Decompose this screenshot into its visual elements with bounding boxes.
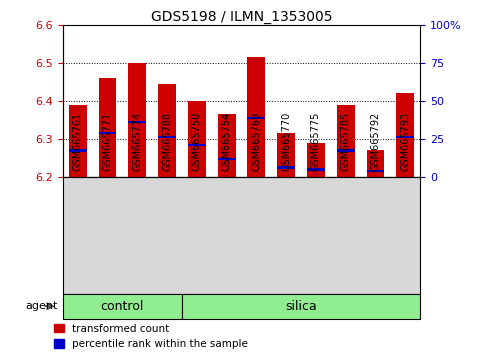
Bar: [218, 114, 236, 177]
Bar: [397, 93, 414, 177]
Bar: [367, 150, 384, 177]
Bar: [188, 143, 206, 146]
Text: silica: silica: [285, 300, 317, 313]
Bar: [128, 63, 146, 177]
Bar: [158, 84, 176, 177]
Bar: [337, 149, 355, 152]
Bar: [277, 133, 295, 177]
Text: agent: agent: [26, 301, 58, 311]
Bar: [99, 132, 116, 135]
Bar: [158, 136, 176, 138]
Bar: [307, 143, 325, 177]
Bar: [247, 57, 265, 177]
Bar: [188, 101, 206, 177]
Bar: [337, 105, 355, 177]
Title: GDS5198 / ILMN_1353005: GDS5198 / ILMN_1353005: [151, 10, 332, 24]
Bar: [63, 294, 182, 319]
Bar: [277, 166, 295, 169]
Bar: [69, 105, 86, 177]
Legend: transformed count, percentile rank within the sample: transformed count, percentile rank withi…: [54, 324, 248, 349]
Bar: [99, 78, 116, 177]
Bar: [307, 168, 325, 171]
Bar: [247, 117, 265, 119]
Bar: [69, 149, 86, 152]
Bar: [397, 136, 414, 138]
Bar: [182, 294, 420, 319]
Bar: [128, 121, 146, 123]
Text: control: control: [100, 300, 144, 313]
Bar: [218, 158, 236, 160]
Bar: [367, 170, 384, 172]
